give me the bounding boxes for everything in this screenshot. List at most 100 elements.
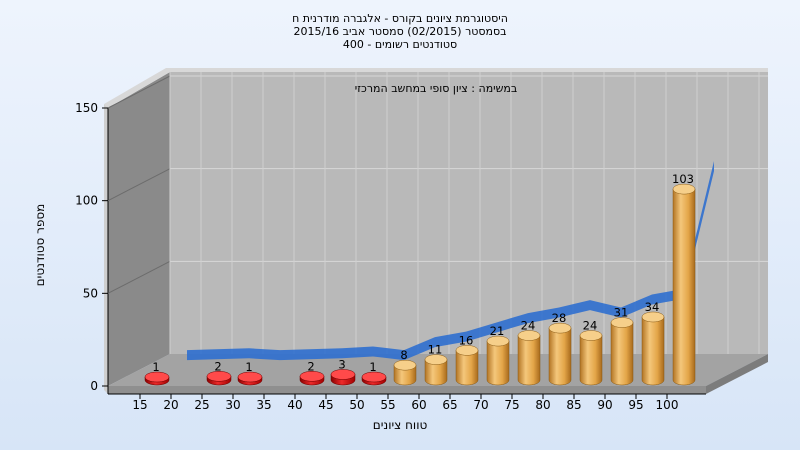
score-bar: 34 <box>641 300 665 386</box>
data-label: 103 <box>672 172 694 186</box>
x-tick-label: 60 <box>411 398 426 412</box>
x-tick-label: 70 <box>473 398 488 412</box>
x-tick-label: 25 <box>194 398 209 412</box>
bar-cap <box>393 359 417 371</box>
data-label: 34 <box>645 300 660 314</box>
y-tick-label: 0 <box>90 379 98 393</box>
bar-body <box>672 188 696 386</box>
score-bar: 31 <box>610 306 634 386</box>
low-score-bar: 2 <box>299 359 325 386</box>
y-tick-label: 50 <box>83 286 98 300</box>
bar-body <box>548 327 572 386</box>
score-bar: 103 <box>672 172 696 386</box>
data-label: 21 <box>490 324 505 338</box>
data-label: 3 <box>338 357 345 371</box>
score-bar: 11 <box>424 343 448 386</box>
floor-front-edge <box>108 386 706 394</box>
bar-cap <box>237 371 263 383</box>
low-score-bar: 1 <box>144 360 170 386</box>
data-label: 1 <box>152 360 159 374</box>
y-axis-label: מספר סטודנטים <box>33 204 47 287</box>
data-label: 28 <box>552 311 567 325</box>
score-bar: 24 <box>579 319 603 386</box>
trend-band <box>187 161 714 361</box>
bar-cap <box>206 371 232 382</box>
x-tick-label: 90 <box>597 398 612 412</box>
bar-cap <box>641 311 665 323</box>
bar-cap <box>455 345 479 356</box>
left-wall <box>108 72 170 386</box>
data-label: 31 <box>614 306 629 320</box>
chart-annotation: במשימה : ציון סופי במחשב המרכזי <box>355 82 518 95</box>
bar-cap <box>144 371 170 383</box>
bar-cap <box>361 371 387 383</box>
x-tick-label: 95 <box>628 398 643 412</box>
data-label: 2 <box>214 359 221 373</box>
chart-title-line-3: סטודנטים רשומים - 400 <box>343 38 457 51</box>
trend-band-layer <box>187 161 714 361</box>
x-tick-label: 85 <box>566 398 581 412</box>
low-score-bar: 3 <box>330 357 356 386</box>
x-tick-label: 30 <box>225 398 240 412</box>
x-axis-ticks: 15 20 25 30 35 40 45 50 55 60 65 70 75 80 85 90 95 100 <box>132 394 678 412</box>
x-tick-label: 80 <box>535 398 550 412</box>
x-tick-label: 20 <box>163 398 178 412</box>
data-label: 11 <box>428 343 443 357</box>
bar-cap <box>672 183 696 195</box>
bar-body <box>641 316 665 386</box>
y-tick-label: 100 <box>75 194 98 208</box>
score-bar: 24 <box>517 319 541 386</box>
x-tick-label: 35 <box>256 398 271 412</box>
data-label: 16 <box>459 333 474 347</box>
x-tick-label: 15 <box>132 398 147 412</box>
bar-body <box>393 364 417 386</box>
bar-body <box>579 335 603 386</box>
bar-body <box>486 340 510 386</box>
bar-body <box>610 322 634 386</box>
plot-frame <box>104 68 768 395</box>
gridline-side <box>107 75 171 109</box>
data-label: 24 <box>583 319 598 333</box>
score-bar: 16 <box>455 333 479 386</box>
score-bar: 8 <box>393 348 417 386</box>
bar-cap <box>424 354 448 365</box>
bar-cap <box>299 371 325 382</box>
low-score-bar: 1 <box>361 360 387 386</box>
bar-cap <box>330 369 356 380</box>
gridline-side <box>107 260 171 294</box>
data-label: 24 <box>521 319 536 333</box>
back-wall <box>170 72 768 354</box>
bar-cap <box>610 317 634 328</box>
gridlines <box>107 72 768 354</box>
data-label: 8 <box>400 348 407 362</box>
bar-cap <box>548 322 572 334</box>
bar-cap <box>486 335 510 347</box>
x-axis-label: טווח ציונים <box>373 418 428 432</box>
gridline-side <box>107 168 171 202</box>
y-tick-label: 150 <box>75 101 98 115</box>
x-tick-label: 100 <box>656 398 679 412</box>
score-bar: 21 <box>486 324 510 386</box>
floor-right-edge <box>706 354 768 394</box>
bar-cap <box>517 330 541 341</box>
low-score-bar: 2 <box>206 359 232 386</box>
chart-title-line-2: בסמסטר (02/2015) סמסטר אביב 2015/16 <box>293 25 506 38</box>
bar-body <box>424 359 448 386</box>
x-tick-label: 75 <box>504 398 519 412</box>
data-label: 2 <box>307 359 314 373</box>
bar-cap <box>579 330 603 341</box>
data-label: 1 <box>245 360 252 374</box>
y-axis-ticks: 0 50 100 150 <box>75 101 108 393</box>
data-label: 1 <box>369 360 376 374</box>
bar-body <box>455 350 479 386</box>
x-tick-label: 65 <box>442 398 457 412</box>
bar-body <box>517 335 541 386</box>
x-tick-label: 45 <box>318 398 333 412</box>
x-tick-label: 50 <box>349 398 364 412</box>
left-edge <box>104 104 108 394</box>
low-score-bar: 1 <box>237 360 263 386</box>
x-tick-label: 55 <box>380 398 395 412</box>
score-bar: 28 <box>548 311 572 386</box>
